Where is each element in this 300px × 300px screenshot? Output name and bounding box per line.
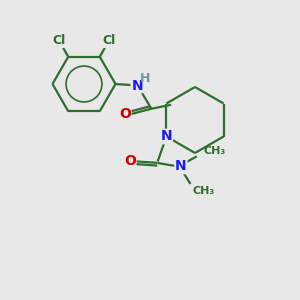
- Text: H: H: [140, 72, 151, 86]
- Text: CH₃: CH₃: [193, 185, 215, 196]
- Text: Cl: Cl: [52, 34, 66, 47]
- Text: O: O: [124, 154, 136, 168]
- Text: N: N: [131, 79, 143, 92]
- Text: N: N: [160, 130, 172, 143]
- Text: N: N: [175, 160, 187, 173]
- Text: O: O: [119, 107, 131, 121]
- Text: Cl: Cl: [102, 34, 116, 47]
- Text: CH₃: CH₃: [204, 146, 226, 157]
